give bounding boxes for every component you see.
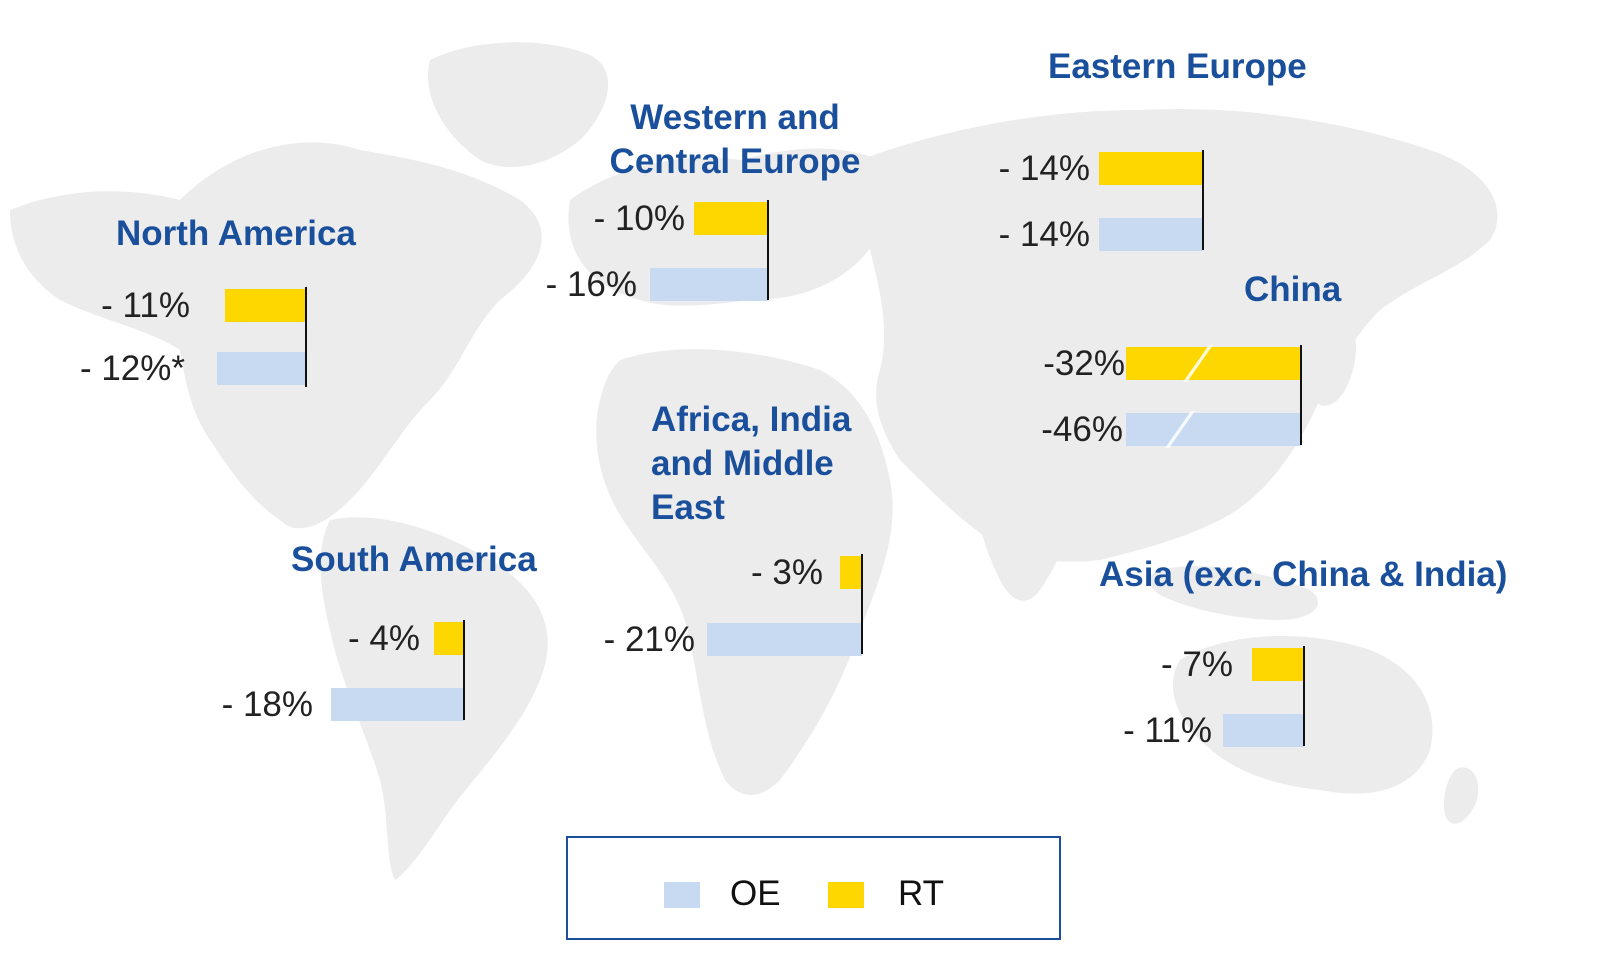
rt-bar (434, 622, 464, 655)
oe-value-label: - 14% (998, 215, 1090, 254)
rt-value-label: - 10% (593, 199, 685, 238)
oe-value-label: - 18% (221, 685, 313, 724)
greenland-landmass (428, 42, 609, 168)
oe-value-label: -46% (1041, 410, 1123, 449)
asia-landmass (855, 109, 1498, 562)
legend-swatch-oe (664, 882, 700, 908)
new-zealand-landmass (1444, 767, 1479, 824)
region-title-africa-india-middle-east: Africa, India and Middle East (651, 398, 851, 530)
rt-bar (1252, 648, 1304, 681)
legend-label-oe: OE (730, 874, 781, 913)
region-title-north-america: North America (116, 212, 356, 256)
region-title-line: and Middle (651, 444, 834, 483)
legend-label-rt: RT (898, 874, 945, 913)
region-title-line: Central Europe (609, 142, 861, 181)
legend-swatch-rt (828, 882, 864, 908)
region-title-line: Asia (exc. China & India) (1099, 555, 1508, 594)
oe-bar (706, 623, 862, 656)
oe-value-label: - 21% (603, 620, 695, 659)
rt-value-label: - 11% (101, 286, 190, 325)
axis-break-mark (1165, 411, 1195, 448)
legend: OE RT (566, 836, 1061, 940)
japan-landmass (1315, 317, 1356, 406)
oe-bar (1126, 411, 1301, 448)
rt-bar (1099, 152, 1203, 185)
southeast-asia-landmass (1148, 566, 1319, 620)
bar-baseline (305, 287, 307, 387)
bar-baseline (1202, 150, 1204, 250)
rt-value-label: - 4% (348, 619, 420, 658)
bar-baseline (463, 620, 465, 720)
axis-break-mark (1183, 345, 1213, 382)
oe-value-label: - 12%* (79, 349, 185, 388)
region-title-line: Eastern Europe (1048, 47, 1307, 86)
india-landmass (976, 456, 1073, 601)
region-title-line: China (1244, 270, 1342, 309)
region-title-south-america: South America (291, 538, 537, 582)
oe-bar (1099, 218, 1203, 251)
rt-bar (694, 202, 768, 235)
oe-bar (330, 688, 464, 721)
rt-bar (839, 556, 862, 589)
rt-value-label: - 7% (1161, 645, 1233, 684)
rt-bar (224, 289, 306, 322)
oe-value-label: - 11% (1123, 711, 1212, 750)
north-america-landmass (10, 142, 542, 529)
region-title-eastern-europe: Eastern Europe (1048, 45, 1307, 89)
region-title-line: North America (116, 214, 356, 253)
region-title-line: South America (291, 540, 537, 579)
bar-baseline (1300, 345, 1302, 445)
oe-bar (217, 352, 306, 385)
region-title-asia-exc-china-india: Asia (exc. China & India) (1099, 553, 1507, 597)
bar-baseline (861, 554, 863, 654)
rt-bar (1126, 345, 1301, 382)
oe-value-label: - 16% (545, 265, 637, 304)
region-title-line: East (651, 488, 725, 527)
region-title-western-central-europe: Western and Central Europe (602, 96, 868, 184)
region-title-china: China (1244, 268, 1341, 312)
rt-value-label: -32% (1043, 344, 1125, 383)
oe-bar (1222, 714, 1304, 747)
rt-value-label: - 14% (998, 149, 1090, 188)
region-title-line: Africa, India (651, 400, 852, 439)
bar-baseline (1303, 646, 1305, 746)
africa-landmass (596, 349, 893, 795)
rt-value-label: - 3% (751, 553, 823, 592)
region-title-line: Western and (630, 98, 840, 137)
oe-bar (649, 268, 768, 301)
bar-baseline (767, 200, 769, 300)
